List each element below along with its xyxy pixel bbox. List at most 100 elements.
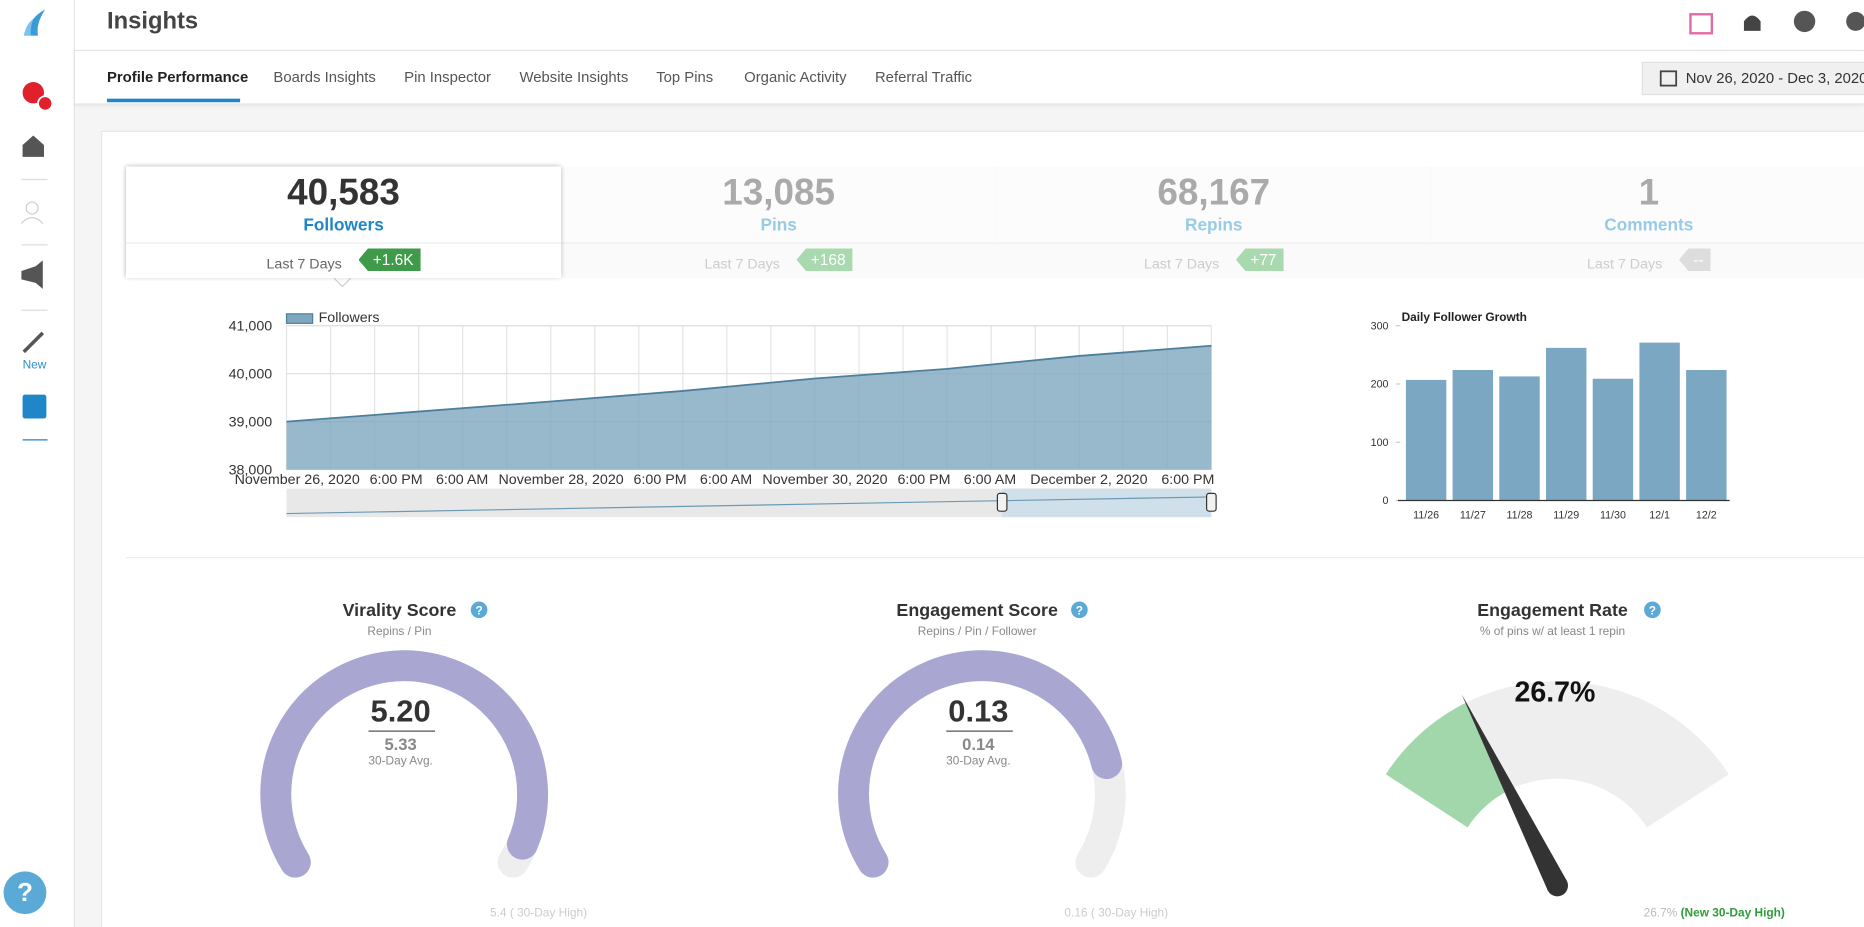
- y-tick-label: 300: [1371, 320, 1389, 332]
- tab[interactable]: Referral Traffic: [874, 68, 973, 86]
- legend-swatch: [285, 313, 314, 324]
- gauge-high: 5.4 ( 30-Day High): [490, 906, 587, 920]
- help-glyph: ?: [1076, 604, 1083, 618]
- tab[interactable]: Boards Insights: [273, 68, 376, 86]
- needle-hub: [1546, 874, 1569, 897]
- gauge-high-label: ( 30-Day High): [510, 906, 587, 920]
- stat-change: --: [1678, 248, 1711, 272]
- x-tick-label: 11/30: [1600, 509, 1626, 521]
- x-tick-label: 11/26: [1413, 509, 1439, 521]
- x-tick-label: 6:00 AM: [964, 472, 1016, 488]
- line: [286, 344, 1212, 423]
- stat-change: +77: [1235, 248, 1284, 272]
- gauge-fill: [260, 650, 548, 878]
- gauge-avg: 0.14: [962, 735, 995, 754]
- sidebar: New ?: [0, 0, 75, 927]
- y-tick-label: 200: [1371, 379, 1389, 391]
- gauge-high: 26.7% (New 30-Day High): [1644, 906, 1785, 920]
- y-tick-label: 41,000: [229, 318, 273, 334]
- gauge-high: 0.16 ( 30-Day High): [1064, 906, 1168, 920]
- help-icon[interactable]: [1071, 601, 1088, 619]
- gauge-subtitle: Repins / Pin: [367, 624, 431, 638]
- x-tick-label: 11/28: [1507, 509, 1533, 521]
- y-tick-label: 100: [1371, 437, 1389, 449]
- stat-value: 1: [1638, 171, 1660, 213]
- gauge-value: 5.20: [371, 694, 431, 729]
- gauge-avg-label: 30-Day Avg.: [946, 753, 1010, 767]
- design-icon[interactable]: [22, 331, 45, 354]
- bar: [1592, 378, 1634, 501]
- gauge-value: 26.7%: [1514, 676, 1595, 708]
- help-glyph: ?: [17, 877, 33, 907]
- tab-bar: Nov 26, 2020 - Dec 3, 2020 Profile Perfo…: [74, 51, 1864, 105]
- stat-period: Last 7 Days: [1143, 255, 1220, 273]
- navigator-handle[interactable]: [996, 492, 1008, 512]
- bar: [1639, 342, 1680, 501]
- gauge-fill: [838, 650, 1123, 878]
- gauge-high-value: 0.16: [1064, 906, 1088, 920]
- x-tick-label: 6:00 PM: [897, 472, 950, 488]
- stat-period: Last 7 Days: [704, 255, 780, 273]
- area: [286, 345, 1212, 470]
- help-icon[interactable]: [1644, 601, 1661, 619]
- tab[interactable]: Website Insights: [519, 68, 629, 86]
- stat-change: +1.6K: [358, 248, 421, 272]
- help-glyph: ?: [475, 604, 482, 618]
- y-tick-label: 38,000: [229, 462, 273, 478]
- date-picker[interactable]: Nov 26, 2020 - Dec 3, 2020: [1641, 61, 1864, 96]
- bell-icon[interactable]: [1743, 15, 1761, 31]
- stat-label: Comments: [1604, 216, 1694, 236]
- campaign-icon[interactable]: [21, 260, 43, 289]
- x-tick-label: November 30, 2020: [762, 472, 887, 488]
- help-button[interactable]: [3, 871, 47, 915]
- tab[interactable]: Pin Inspector: [404, 68, 491, 86]
- x-tick-label: 11/27: [1460, 509, 1486, 521]
- gauge-high-value: 26.7%: [1644, 906, 1678, 920]
- help-icon[interactable]: [470, 601, 488, 619]
- navigator-handle[interactable]: [1206, 492, 1217, 512]
- users-icon[interactable]: [25, 201, 39, 215]
- x-tick-label: 6:00 PM: [634, 472, 687, 488]
- tab[interactable]: Organic Activity: [744, 68, 847, 86]
- stat-label: Followers: [303, 216, 384, 236]
- stat-label: Pins: [760, 216, 797, 236]
- x-tick-label: 12/1: [1649, 509, 1670, 521]
- gift-icon[interactable]: [1689, 13, 1714, 35]
- tab[interactable]: Top Pins: [656, 68, 714, 86]
- x-tick-label: 6:00 AM: [436, 472, 488, 488]
- stat-card[interactable]: 13,085 Pins Last 7 Days +168: [561, 166, 998, 279]
- x-tick-label: 6:00 PM: [370, 472, 423, 488]
- y-tick-label: 40,000: [229, 366, 273, 382]
- home-icon[interactable]: [22, 135, 44, 157]
- stat-footer: Last 7 Days +77: [996, 242, 1432, 279]
- help-icon[interactable]: [1793, 10, 1816, 33]
- settings-icon[interactable]: [1846, 11, 1864, 31]
- logo-part: [23, 19, 34, 36]
- gauge-subtitle: Repins / Pin / Follower: [918, 624, 1037, 638]
- help-glyph: ?: [1649, 604, 1656, 618]
- gauge-title: Engagement Rate: [1477, 600, 1628, 620]
- stat-card[interactable]: 1 Comments Last 7 Days --: [1431, 166, 1864, 279]
- x-tick-label: November 28, 2020: [499, 472, 624, 488]
- gauge-high-label: ( 30-Day High): [1091, 906, 1168, 920]
- bar: [1405, 379, 1447, 501]
- gauge-value: 0.13: [948, 694, 1008, 729]
- x-tick-label: 6:00 PM: [1161, 472, 1214, 488]
- stat-card[interactable]: 68,167 Repins Last 7 Days +77: [996, 166, 1433, 279]
- account-avatar[interactable]: [22, 82, 44, 104]
- bar: [1452, 369, 1494, 501]
- stat-period: Last 7 Days: [1586, 255, 1663, 273]
- stat-value: 40,583: [287, 171, 400, 213]
- legend-label: Followers: [319, 310, 380, 326]
- tab[interactable]: Profile Performance: [106, 68, 249, 86]
- stat-card[interactable]: 40,583 Followers Last 7 Days +1.6K: [126, 166, 562, 279]
- chart-title: Daily Follower Growth: [1402, 310, 1527, 324]
- page-title: Insights: [106, 8, 199, 35]
- stat-value: 68,167: [1157, 171, 1271, 213]
- insights-icon[interactable]: [22, 394, 47, 419]
- x-tick-label: December 2, 2020: [1030, 472, 1147, 488]
- gauge-title: Engagement Score: [896, 600, 1058, 620]
- gauge-fill: [1385, 702, 1510, 828]
